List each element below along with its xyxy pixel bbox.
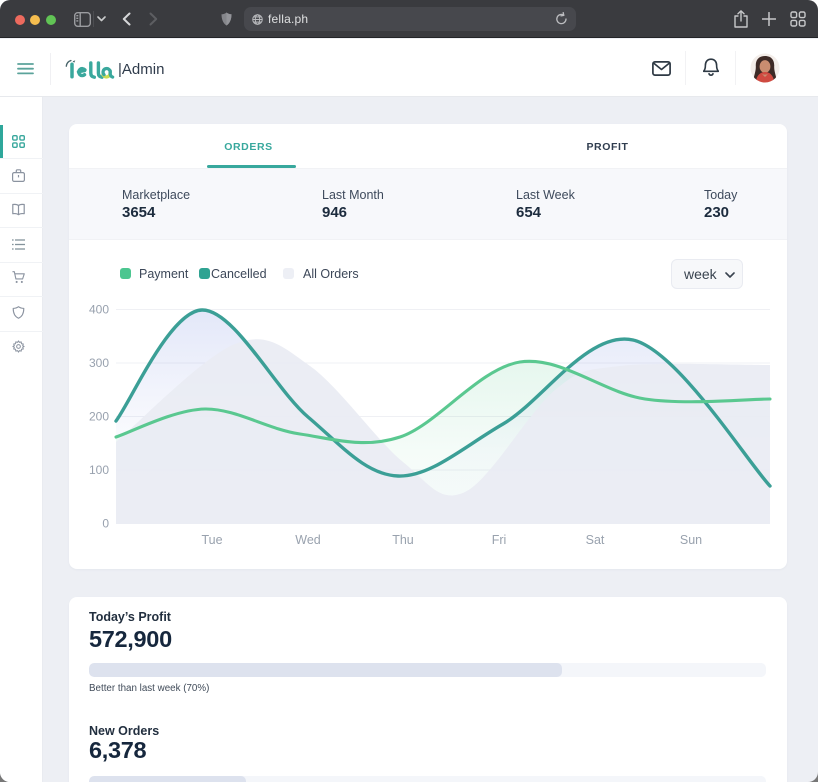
svg-text:Sat: Sat [586,533,605,547]
svg-text:Tue: Tue [201,533,222,547]
svg-text:400: 400 [89,303,109,317]
svg-text:Wed: Wed [295,533,321,547]
svg-text:0: 0 [102,517,109,531]
svg-text:Sun: Sun [680,533,702,547]
svg-text:Thu: Thu [392,533,414,547]
svg-text:300: 300 [89,356,109,370]
svg-text:200: 200 [89,410,109,424]
svg-text:Fri: Fri [492,533,507,547]
svg-text:100: 100 [89,463,109,477]
